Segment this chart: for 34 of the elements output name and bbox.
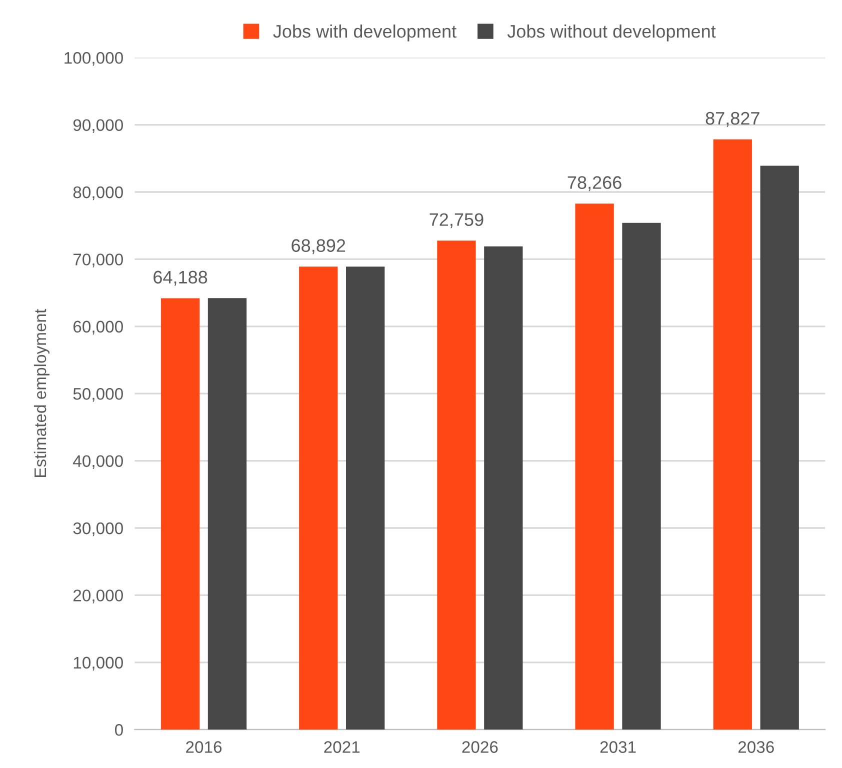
y-tick-label: 50,000 [73, 388, 123, 402]
data-label: 68,892 [292, 239, 346, 254]
bar [622, 222, 661, 730]
x-tick-label: 2036 [738, 741, 774, 753]
y-tick-label: 0 [114, 724, 123, 736]
y-tick-label: 80,000 [73, 186, 123, 200]
bar [299, 266, 338, 730]
bar [160, 298, 200, 730]
y-tick-label: 60,000 [73, 320, 123, 335]
x-tick-label: 2026 [462, 741, 498, 753]
bar [208, 298, 247, 730]
bar [575, 204, 614, 730]
x-tick-label: 2031 [600, 741, 636, 753]
legend-label: Jobs without development [507, 24, 716, 42]
y-tick-label: 10,000 [74, 656, 123, 671]
bar [437, 240, 476, 730]
y-tick-label: 100,000 [64, 52, 123, 66]
x-tick-label: 2016 [186, 741, 222, 753]
y-tick-label: 20,000 [73, 590, 123, 604]
data-label: 64,188 [154, 270, 208, 286]
y-tick-label: 90,000 [73, 119, 123, 133]
legend-label: Jobs with development [273, 24, 456, 42]
x-tick-label: 2021 [324, 741, 360, 753]
y-tick-label: 70,000 [73, 254, 123, 268]
y-axis-title: Estimated employment [34, 308, 50, 477]
bar [484, 246, 523, 730]
data-label: 72,759 [430, 213, 484, 228]
bar [346, 266, 385, 730]
data-label: 87,827 [706, 112, 760, 127]
bar [760, 166, 799, 730]
y-tick-label: 30,000 [73, 522, 123, 536]
bar [713, 139, 752, 730]
data-label: 78,266 [568, 176, 622, 192]
y-tick-label: 40,000 [73, 455, 123, 469]
